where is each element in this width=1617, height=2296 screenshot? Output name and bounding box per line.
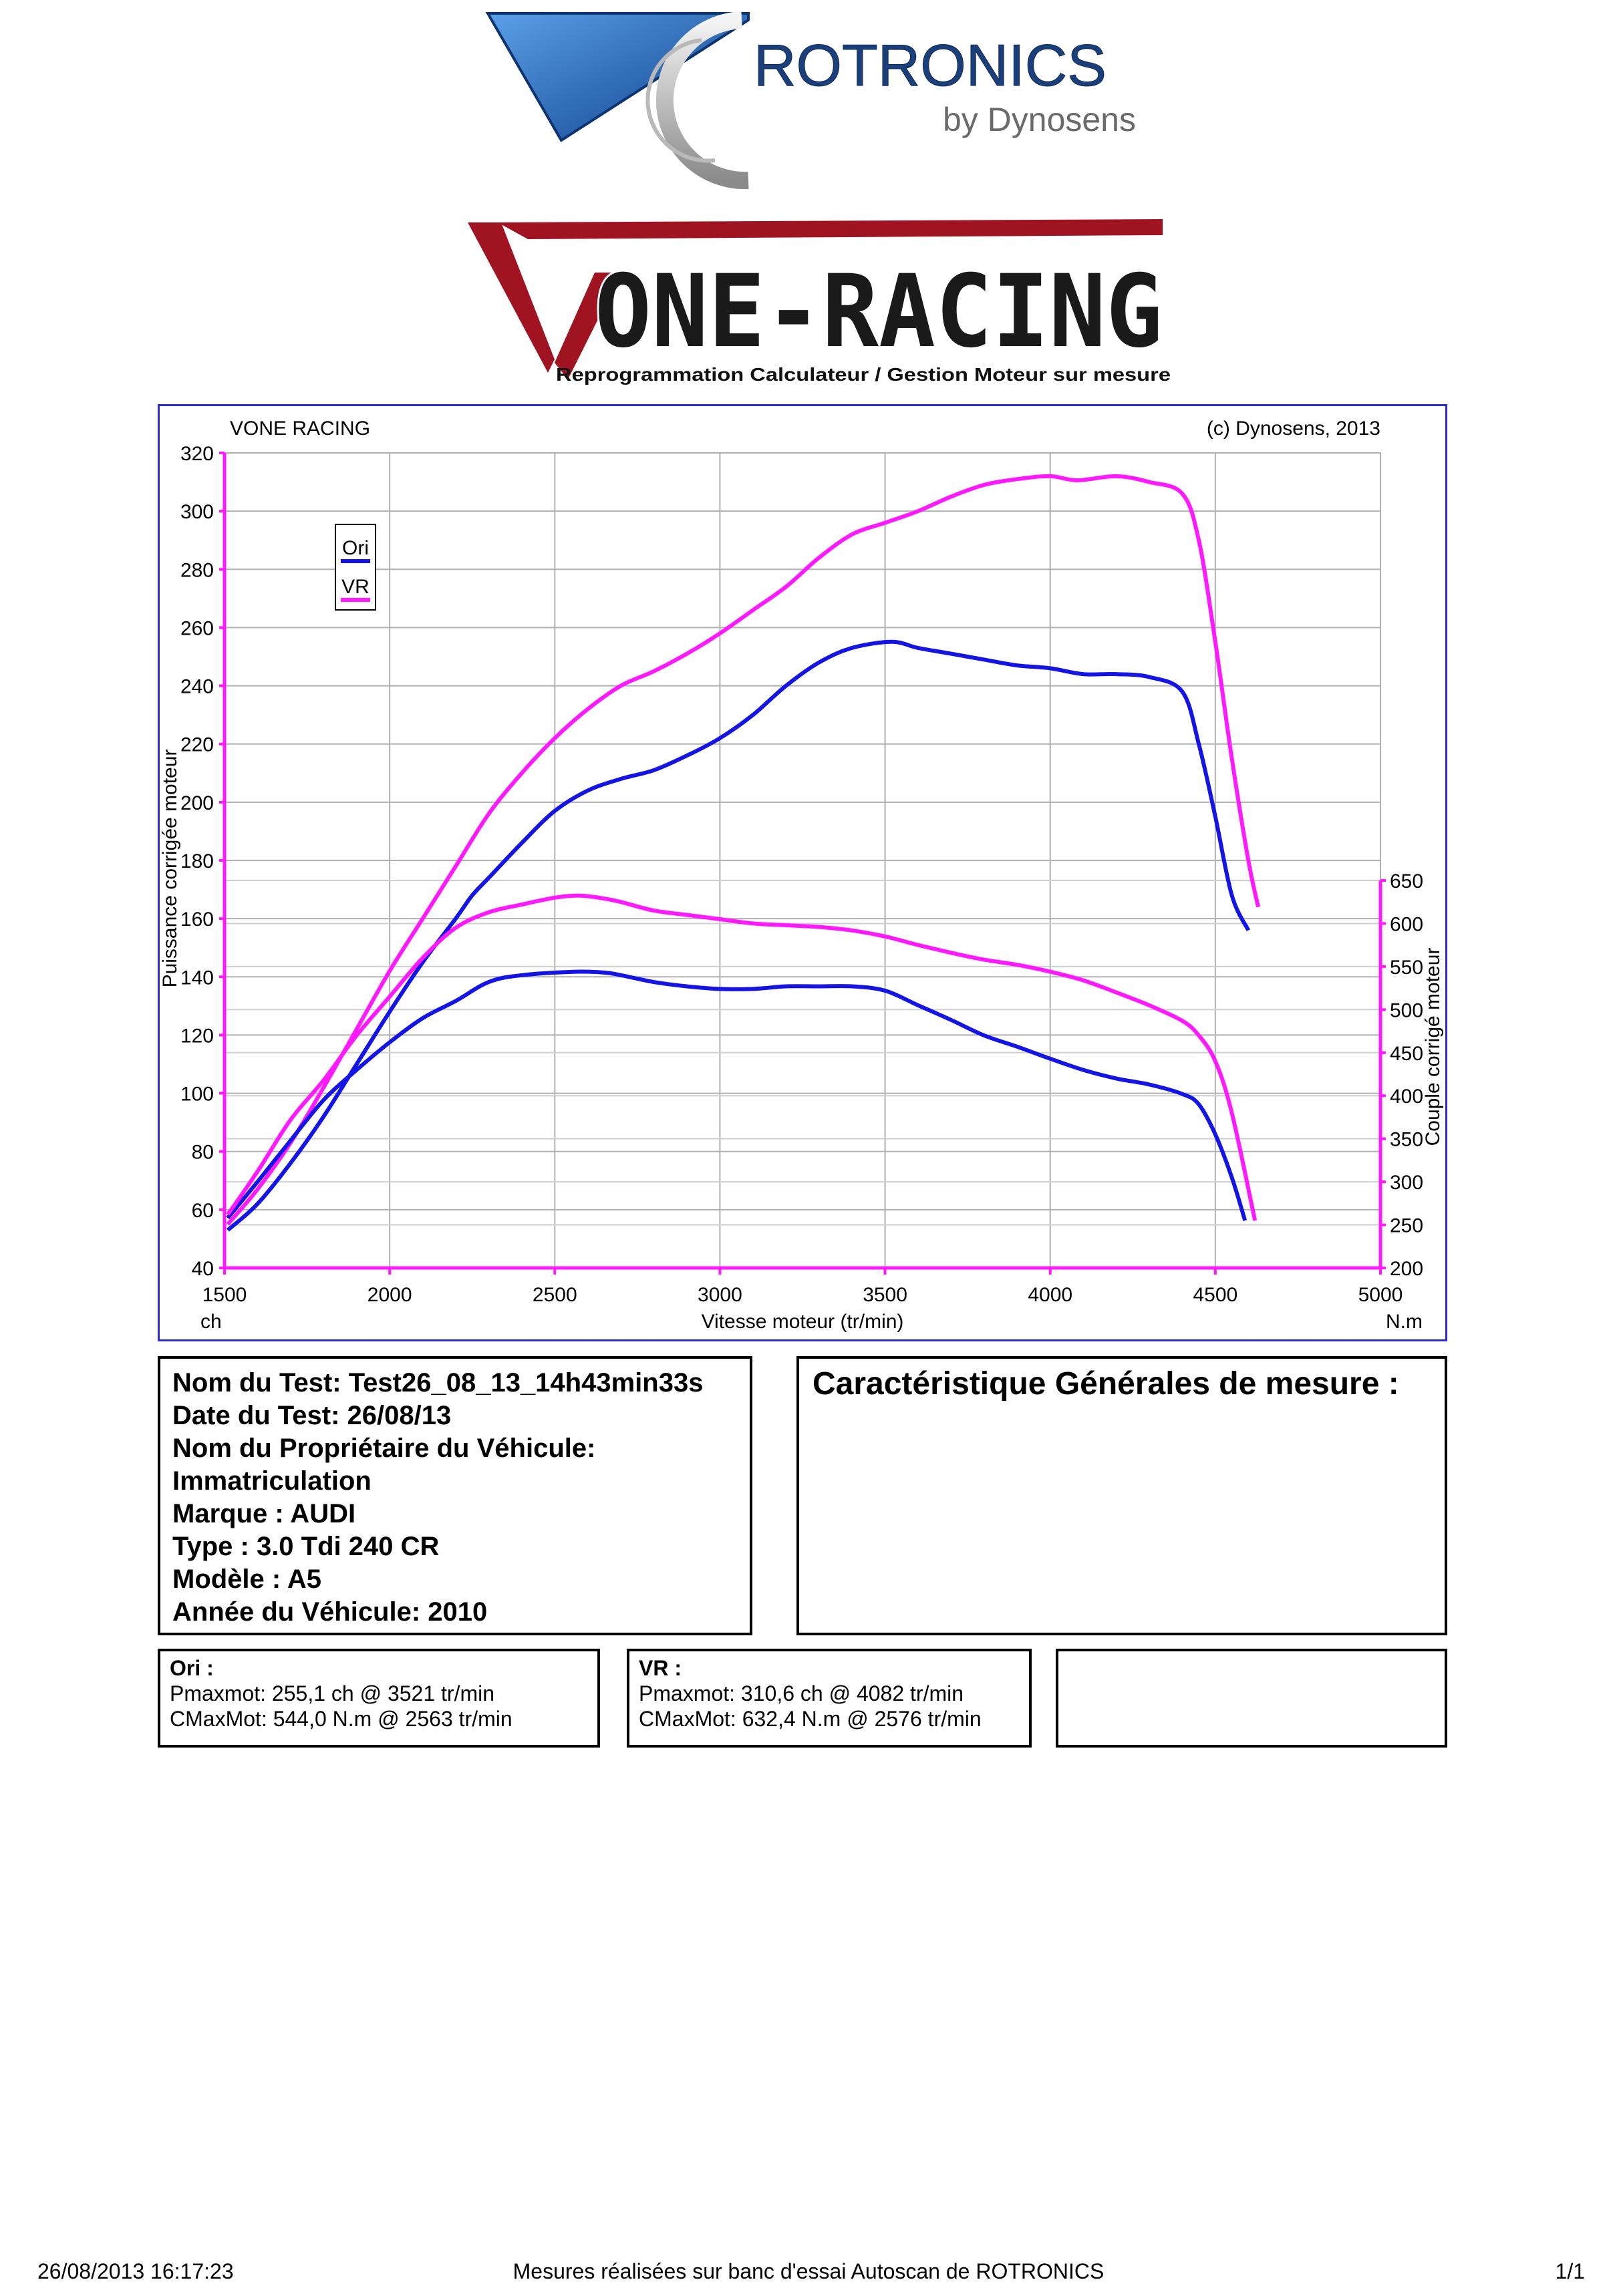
rotronics-logo: ROTRONICS by Dynosens (485, 11, 1136, 190)
y-right-axis-label: Couple corrigé moteur (1422, 948, 1444, 1146)
test-info-box: Nom du Test: Test26_08_13_14h43min33s Dat… (158, 1356, 752, 1635)
x-unit-right: N.m (1386, 1311, 1423, 1333)
footer-page-number: 1/1 (1555, 2259, 1585, 2283)
x-axis-label: Vitesse moteur (tr/min) (702, 1311, 904, 1333)
vr-results-header: VR : (639, 1656, 682, 1680)
y-left-tick-label: 100 (180, 1084, 214, 1106)
x-tick-label: 3500 (863, 1284, 907, 1306)
x-tick-label: 5000 (1358, 1284, 1403, 1306)
y-left-tick-label: 120 (180, 1025, 214, 1047)
y-left-tick-label: 220 (180, 734, 214, 756)
test-info-line: Date du Test: 26/08/13 (172, 1401, 452, 1430)
y-right-tick-label: 450 (1390, 1043, 1423, 1065)
y-left-tick-label: 320 (180, 443, 214, 465)
chart-title: VONE RACING (230, 418, 370, 440)
chart-frame (158, 404, 1447, 1341)
y-left-tick-label: 260 (180, 617, 214, 639)
dyno-chart: 1500 2000 2500 3000 3500 4000 4500 5000 40 60 80 10… (159, 418, 1444, 1333)
measure-characteristics-box: Caractéristique Générales de mesure : (796, 1356, 1447, 1635)
x-tick-label: 4500 (1193, 1284, 1237, 1306)
y-left-tick-label: 300 (180, 501, 214, 523)
legend-box (335, 524, 376, 611)
test-info-line: Année du Véhicule: 2010 (172, 1597, 488, 1627)
footer-timestamp: 26/08/2013 16:17:23 (37, 2259, 234, 2283)
x-tick-label: 4000 (1028, 1284, 1072, 1306)
rotronics-sub: by Dynosens (943, 101, 1136, 138)
x-tick-label: 2500 (533, 1284, 577, 1306)
y-left-tick-label: 200 (180, 792, 214, 814)
test-info-line: Nom du Test: Test26_08_13_14h43min33s (172, 1368, 704, 1398)
rotronics-name: ROTRONICS (754, 32, 1107, 98)
x-tick-label: 3000 (698, 1284, 742, 1306)
y-right-tick-label: 250 (1390, 1215, 1423, 1237)
ori-max-power: Pmaxmot: 255,1 ch @ 3521 tr/min (170, 1681, 495, 1705)
measure-characteristics-title: Caractéristique Générales de mesure : (813, 1366, 1399, 1402)
vone-racing-logo: ONE-RACING Reprogrammation Calculateur /… (468, 219, 1171, 385)
y-left-tick-label: 240 (180, 676, 214, 698)
chart-copyright: (c) Dynosens, 2013 (1207, 418, 1380, 440)
y-left-axis-label: Puissance corrigée moteur (159, 750, 181, 988)
test-info-line: Type : 3.0 Tdi 240 CR (172, 1532, 440, 1561)
y-right-tick-label: 400 (1390, 1086, 1423, 1108)
curve-vr-torque (226, 893, 1258, 1221)
x-unit-left: ch (200, 1311, 222, 1333)
curve-ori-torque (226, 969, 1247, 1221)
y-right-tick-label: 350 (1390, 1129, 1423, 1151)
y-left-tick-label: 80 (192, 1142, 214, 1164)
empty-results-box (1056, 1649, 1447, 1748)
y-right-tick-label: 600 (1390, 913, 1423, 935)
ori-results-header: Ori : (170, 1656, 214, 1680)
test-info-line: Nom du Propriétaire du Véhicule: (172, 1434, 596, 1463)
footer-center: Mesures réalisées sur banc d'essai Autos… (512, 2259, 1105, 2283)
legend-label: VR (341, 576, 370, 598)
curve-ori-power (226, 639, 1251, 1232)
y-left-tick-label: 60 (192, 1200, 214, 1222)
y-left-tick-label: 180 (180, 850, 214, 872)
curve-vr-power (226, 474, 1261, 1226)
vr-max-power: Pmaxmot: 310,6 ch @ 4082 tr/min (639, 1681, 964, 1705)
ori-max-torque: CMaxMot: 544,0 N.m @ 2563 tr/min (170, 1707, 512, 1731)
x-tick-label: 1500 (202, 1284, 247, 1306)
vone-tagline: Reprogrammation Calculateur / Gestion Mo… (556, 364, 1171, 385)
test-info-line: Immatriculation (172, 1466, 372, 1496)
test-info-line: Modèle : A5 (172, 1565, 321, 1594)
y-right-tick-label: 550 (1390, 957, 1423, 979)
test-info-line: Marque : AUDI (172, 1499, 356, 1528)
y-left-tick-label: 140 (180, 967, 214, 989)
ori-results-box: Ori : Pmaxmot: 255,1 ch @ 3521 tr/min CM… (158, 1649, 600, 1748)
y-right-tick-label: 300 (1390, 1172, 1423, 1194)
vone-name: ONE-RACING (595, 254, 1163, 370)
y-right-tick-label: 200 (1390, 1258, 1423, 1280)
vr-max-torque: CMaxMot: 632,4 N.m @ 2576 tr/min (639, 1707, 982, 1731)
y-right-tick-label: 500 (1390, 999, 1423, 1021)
x-tick-label: 2000 (368, 1284, 412, 1306)
y-right-tick-label: 650 (1390, 870, 1423, 892)
legend-label: Ori (342, 537, 369, 559)
y-left-tick-label: 160 (180, 909, 214, 931)
y-left-tick-label: 40 (192, 1258, 214, 1280)
vr-results-box: VR : Pmaxmot: 310,6 ch @ 4082 tr/min CMa… (627, 1649, 1032, 1748)
y-left-tick-label: 280 (180, 559, 214, 581)
